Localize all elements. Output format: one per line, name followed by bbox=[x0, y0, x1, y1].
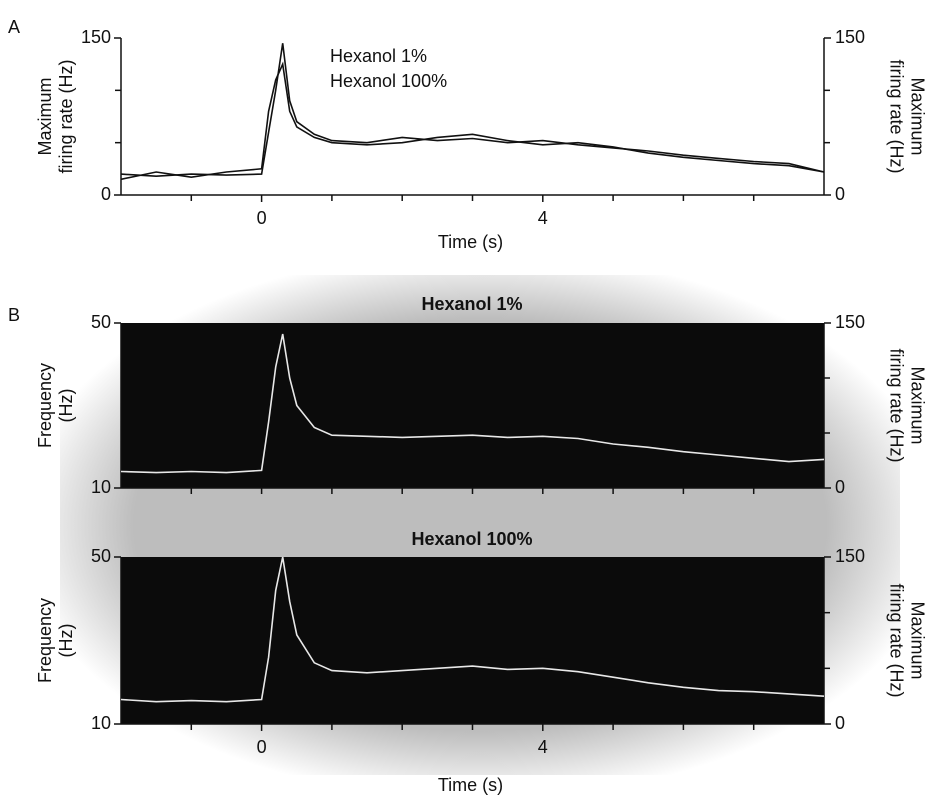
y2-axis-label-line: Maximum bbox=[907, 366, 927, 444]
y2-axis-label-line: Maximum bbox=[907, 77, 927, 155]
y-tick-label: 10 bbox=[91, 713, 111, 733]
panel-title: Hexanol 100% bbox=[411, 529, 532, 549]
plot-background bbox=[121, 38, 824, 195]
y-axis-label-line: firing rate (Hz) bbox=[56, 59, 76, 173]
x-tick-label: 0 bbox=[257, 737, 267, 757]
y2-axis-label-line: Maximum bbox=[907, 601, 927, 679]
plot-background bbox=[121, 557, 824, 724]
y2-tick-label: 150 bbox=[835, 27, 865, 47]
y-axis-label-line: Frequency bbox=[35, 363, 55, 448]
legend-entry: Hexanol 1% bbox=[330, 46, 427, 66]
legend-entry: Hexanol 100% bbox=[330, 71, 447, 91]
panel-label: B bbox=[8, 305, 20, 325]
y-tick-label: 10 bbox=[91, 477, 111, 497]
panel-label: A bbox=[8, 17, 20, 37]
series-line bbox=[120, 333, 825, 474]
panel-title: Hexanol 1% bbox=[421, 294, 522, 314]
x-tick-label: 4 bbox=[538, 737, 548, 757]
series-line bbox=[120, 556, 825, 703]
y2-tick-label: 0 bbox=[835, 477, 845, 497]
y-axis-label-line: Frequency bbox=[35, 598, 55, 683]
y2-axis-label-line: firing rate (Hz) bbox=[886, 583, 906, 697]
y2-tick-label: 0 bbox=[835, 713, 845, 733]
y2-tick-label: 150 bbox=[835, 546, 865, 566]
y2-tick-label: 150 bbox=[835, 312, 865, 332]
y-axis-label-line: (Hz) bbox=[56, 624, 76, 658]
x-tick-label: 0 bbox=[257, 208, 267, 228]
y2-tick-label: 0 bbox=[835, 184, 845, 204]
y-tick-label: 0 bbox=[101, 184, 111, 204]
y-axis-label-line: Maximum bbox=[35, 77, 55, 155]
y-tick-label: 150 bbox=[81, 27, 111, 47]
y-axis-label: Frequency (Hz) bbox=[35, 363, 76, 448]
y-axis-label-line: (Hz) bbox=[56, 389, 76, 423]
y-axis-label: Frequency (Hz) bbox=[35, 598, 76, 683]
y2-axis-label-line: firing rate (Hz) bbox=[886, 59, 906, 173]
y-tick-label: 50 bbox=[91, 312, 111, 332]
series-line bbox=[120, 61, 825, 181]
x-axis-label: Time (s) bbox=[438, 775, 503, 795]
y2-axis-label-line: firing rate (Hz) bbox=[886, 348, 906, 462]
y-tick-label: 50 bbox=[91, 546, 111, 566]
series-line bbox=[120, 43, 825, 178]
x-axis-label: Time (s) bbox=[438, 232, 503, 252]
y-axis-label: Maximum firing rate (Hz) bbox=[35, 59, 76, 173]
plot-background bbox=[121, 323, 824, 488]
x-tick-label: 4 bbox=[538, 208, 548, 228]
